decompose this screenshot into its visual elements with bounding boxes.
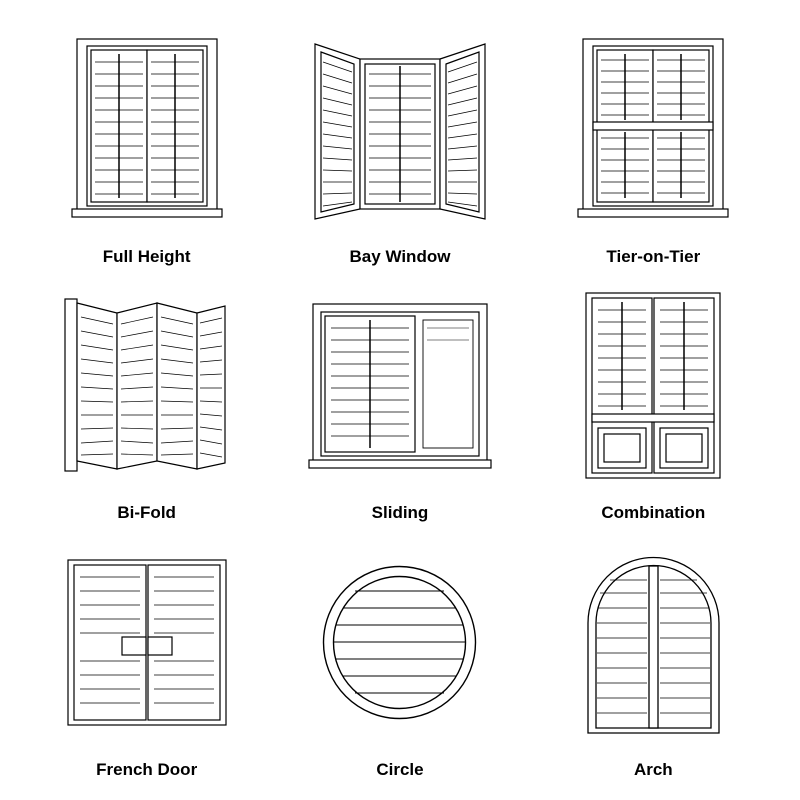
figure-bi-fold	[30, 277, 263, 496]
figure-arch	[537, 533, 770, 752]
cell-arch: Arch	[537, 533, 770, 780]
figure-french-door	[30, 533, 263, 752]
cell-combination: Combination	[537, 277, 770, 524]
circle-icon	[317, 560, 482, 725]
arch-icon	[576, 548, 731, 738]
cell-full-height: Full Height	[30, 20, 263, 267]
combination-icon	[578, 288, 728, 483]
label-arch: Arch	[634, 760, 673, 780]
cell-tier-on-tier: Tier-on-Tier	[537, 20, 770, 267]
cell-french-door: French Door	[30, 533, 263, 780]
figure-sliding	[283, 277, 516, 496]
label-circle: Circle	[376, 760, 423, 780]
french-door-icon	[62, 555, 232, 730]
label-combination: Combination	[601, 503, 705, 523]
figure-circle	[283, 533, 516, 752]
figure-bay-window	[283, 20, 516, 239]
tier-on-tier-icon	[573, 34, 733, 224]
label-sliding: Sliding	[372, 503, 429, 523]
label-bi-fold: Bi-Fold	[117, 503, 176, 523]
label-full-height: Full Height	[103, 247, 191, 267]
label-tier-on-tier: Tier-on-Tier	[606, 247, 700, 267]
cell-bay-window: Bay Window	[283, 20, 516, 267]
figure-tier-on-tier	[537, 20, 770, 239]
figure-full-height	[30, 20, 263, 239]
figure-combination	[537, 277, 770, 496]
bay-window-icon	[305, 34, 495, 224]
label-french-door: French Door	[96, 760, 197, 780]
cell-bi-fold: Bi-Fold	[30, 277, 263, 524]
cell-sliding: Sliding	[283, 277, 516, 524]
cell-circle: Circle	[283, 533, 516, 780]
sliding-icon	[305, 298, 495, 473]
shutter-types-grid: Full Height	[30, 20, 770, 780]
label-bay-window: Bay Window	[350, 247, 451, 267]
full-height-icon	[67, 34, 227, 224]
bi-fold-icon	[57, 291, 237, 481]
